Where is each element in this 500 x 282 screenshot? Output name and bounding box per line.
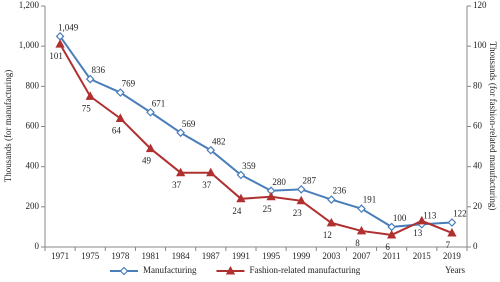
y-tick-label: 1,000 [19,40,40,50]
marker [85,91,95,100]
data-label: 569 [182,119,196,129]
data-label: 100 [393,213,407,223]
data-label: 7 [446,240,451,250]
y-tick-label: 800 [26,80,40,90]
x-axis-title: Years [445,265,466,275]
data-label: 287 [302,175,316,185]
x-tick-label: 2003 [322,251,341,261]
y-tick-label: 100 [473,40,487,50]
marker [55,39,65,48]
data-label: 24 [232,206,242,216]
y-tick-label: 0 [35,241,40,251]
series-line [59,43,453,236]
x-tick-label: 1971 [51,251,69,261]
data-label: 12 [323,230,332,240]
y-tick-label: 20 [473,201,483,211]
x-tick-label: 1991 [232,251,250,261]
marker [115,113,125,122]
data-label: 836 [91,65,105,75]
data-label: 280 [272,177,286,187]
data-label: 8 [355,238,360,248]
marker [85,74,95,84]
marker [145,143,156,153]
marker [116,88,125,97]
y-tick-label: 120 [473,0,487,10]
series-line [59,35,452,228]
data-label: 37 [202,180,212,190]
x-tick-label: 2015 [413,251,432,261]
marker [266,191,276,201]
data-label: 236 [333,186,347,196]
marker [356,225,367,235]
x-tick-label: 2019 [443,251,462,261]
data-label: 1,049 [58,22,79,32]
x-tick-label: 1999 [292,251,311,261]
marker [417,215,427,225]
legend-label: Fashion-related manufacturing [249,265,360,275]
y-tick-label: 200 [26,201,40,211]
marker [296,195,306,205]
data-label: 75 [82,103,92,113]
x-tick-label: 2011 [383,251,401,261]
marker [236,170,246,180]
marker [326,217,336,227]
y2-axis-title: Thousands (for fashion-related manufactu… [488,42,498,211]
x-tick-label: 1984 [172,251,191,261]
data-label: 13 [413,228,423,238]
data-label: 25 [263,204,273,214]
y-axis-title: Thousands (for manufacturing) [3,70,13,182]
marker [296,185,306,194]
marker [357,204,366,213]
marker [176,128,185,138]
y-tick-label: 60 [473,121,483,131]
data-label: 769 [122,79,136,89]
marker [176,167,186,177]
data-label: 359 [242,161,256,171]
x-tick-label: 2007 [353,251,372,261]
x-tick-label: 1975 [81,251,100,261]
y-tick-label: 1,200 [19,0,40,10]
marker [206,145,216,155]
y-tick-label: 40 [473,161,483,171]
data-label: 49 [142,156,152,166]
data-label: 482 [212,136,226,146]
data-label: 113 [423,210,437,220]
x-tick-label: 1987 [202,251,221,261]
marker [447,218,457,227]
y-tick-label: 80 [473,80,483,90]
x-tick-label: 1981 [142,251,160,261]
marker [236,193,246,203]
marker [387,229,397,239]
y-tick-label: 400 [26,161,40,171]
marker [146,107,155,117]
x-tick-label: 1995 [262,251,281,261]
marker [119,266,129,276]
y-tick-label: 0 [473,241,478,251]
y-tick-label: 600 [26,121,40,131]
data-label: 191 [363,195,377,205]
data-label: 122 [453,209,467,219]
data-label: 6 [385,242,390,252]
marker [447,227,457,237]
data-label: 101 [49,51,63,61]
data-label: 64 [112,126,122,136]
data-label: 37 [172,180,182,190]
legend-label: Manufacturing [143,265,197,275]
marker [327,195,336,204]
marker [206,167,216,177]
data-label: 671 [152,98,166,108]
x-tick-label: 1978 [111,251,130,261]
marker [225,265,236,275]
data-label: 23 [293,208,303,218]
